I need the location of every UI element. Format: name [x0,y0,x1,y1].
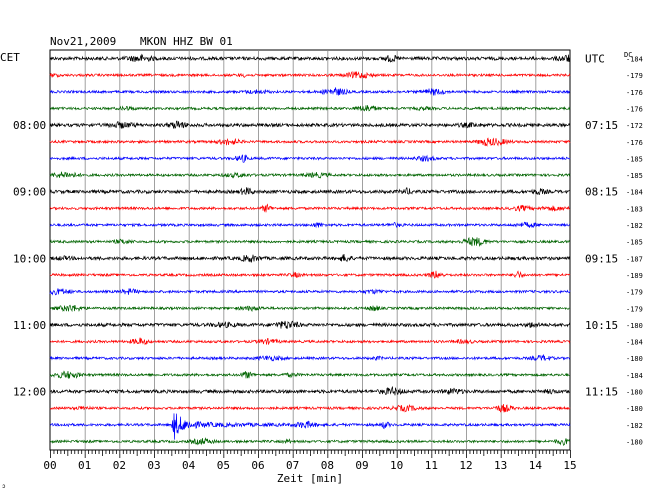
dc-offset-17: -184 [626,339,643,347]
cet-time-label: 12:00 [13,386,46,399]
utc-time-label: 11:15 [585,386,618,399]
x-tick-label: 12 [459,459,472,472]
dc-offset-6: -185 [626,155,643,163]
x-tick-label: 07 [286,459,299,472]
dc-offset-15: -179 [626,305,643,313]
x-tick-label: 14 [529,459,543,472]
trace-group [49,53,571,446]
utc-time-label: 08:15 [585,186,618,199]
x-tick-label: 15 [563,459,576,472]
dc-offset-1: -179 [626,72,643,80]
grid-lines [49,49,571,451]
x-tick-label: 01 [78,459,91,472]
x-tick-label: 05 [217,459,230,472]
trace-19 [49,370,571,379]
trace-7 [49,171,571,179]
dc-offset-4: -172 [626,122,643,130]
cet-time-label: 09:00 [13,186,46,199]
trace-3 [49,105,571,112]
dc-offset-22: -182 [626,422,643,430]
trace-1 [49,70,571,80]
x-tick-label: 02 [113,459,126,472]
x-tick-label: 11 [425,459,438,472]
cet-label: CET [0,51,20,64]
trace-18 [49,353,571,362]
dc-offset-9: -183 [626,205,643,213]
x-tick-label: 10 [390,459,403,472]
trace-8 [49,187,571,195]
dc-offset-14: -179 [626,289,643,297]
dc-offset-12: -187 [626,255,643,263]
dc-offset-5: -176 [626,139,643,147]
label-group: -184 -179 -176 -176 -172 -176 -185 -185 -184 -183… [13,53,643,447]
trace-4 [49,120,571,129]
cet-time-label: 08:00 [13,119,46,132]
x-axis-title: Zeit [min] [277,472,343,485]
cet-time-label: 11:00 [13,319,46,332]
plot-frame [49,49,571,451]
corner-mark: ↄ [2,483,6,490]
trace-20 [49,385,571,396]
trace-5 [49,137,571,147]
trace-13 [49,270,571,279]
dc-offset-11: -185 [626,239,643,247]
dc-offset-20: -180 [626,389,643,397]
utc-time-label: 10:15 [585,319,618,332]
dc-offset-21: -180 [626,405,643,413]
dc-offset-19: -184 [626,372,643,380]
dc-offset-8: -184 [626,189,643,197]
x-tick-label: 13 [494,459,507,472]
trace-23 [50,437,571,446]
x-tick-label: 06 [251,459,264,472]
x-tick-label: 09 [355,459,368,472]
trace-16 [49,320,571,329]
dc-offset-2: -176 [626,89,643,97]
trace-9 [49,203,571,213]
trace-2 [49,87,571,96]
trace-17 [49,337,571,346]
trace-11 [49,236,571,248]
dc-offset-0: -184 [626,56,643,64]
trace-21 [49,403,571,413]
cet-time-label: 10:00 [13,252,46,265]
trace-22 [49,413,571,440]
dc-offset-13: -189 [626,272,643,280]
dc-offset-23: -180 [626,438,643,446]
utc-time-label: 09:15 [585,252,618,265]
x-axis: 00 01 02 03 04 05 06 07 08 09 10 11 12 13 14 15 [43,450,577,472]
trace-15 [49,304,571,313]
station-label: MKON HHZ BW 01 [140,35,233,48]
dc-offset-10: -182 [626,222,643,230]
utc-time-label: 07:15 [585,119,618,132]
x-tick-label: 08 [321,459,334,472]
trace-6 [49,154,571,163]
dc-offset-16: -180 [626,322,643,330]
trace-12 [49,253,571,263]
x-tick-label: 03 [147,459,160,472]
dc-offset-3: -176 [626,105,643,113]
dc-offset-7: -185 [626,172,643,180]
trace-0 [49,53,571,63]
utc-time-label: UTC [585,53,605,66]
x-tick-label: 00 [43,459,56,472]
dc-label: DC [624,51,632,59]
dc-offset-18: -180 [626,355,643,363]
trace-14 [49,288,571,296]
x-tick-label: 04 [182,459,196,472]
date-label: Nov21,2009 [50,35,116,48]
trace-10 [49,221,571,229]
plot-area [50,50,570,450]
